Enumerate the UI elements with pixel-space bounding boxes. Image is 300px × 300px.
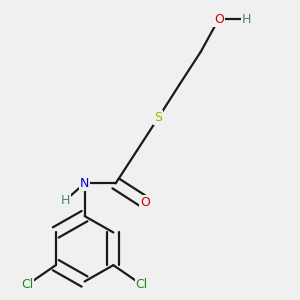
Text: N: N [80,177,89,190]
Text: O: O [214,13,224,26]
Text: H: H [60,194,70,207]
Text: S: S [154,111,162,124]
Text: H: H [242,13,251,26]
Text: Cl: Cl [21,278,33,291]
Text: Cl: Cl [136,278,148,291]
Text: O: O [140,196,150,209]
